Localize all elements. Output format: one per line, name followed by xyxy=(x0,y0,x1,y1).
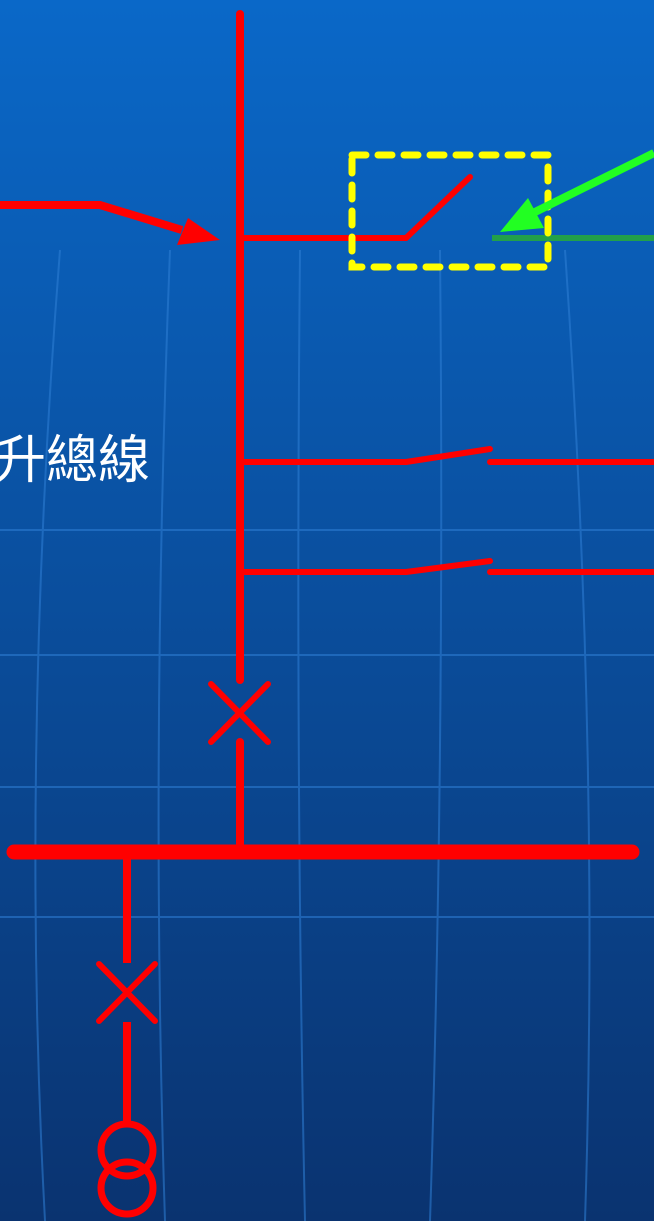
grid-line xyxy=(429,249,443,1221)
incoming-arrow-head xyxy=(177,218,220,245)
cross-x-breaker-icon xyxy=(208,681,271,745)
pointer-arrow-head xyxy=(500,198,544,232)
pointer-arrow xyxy=(500,149,654,232)
grid-line xyxy=(34,249,61,1221)
highlight-box xyxy=(348,151,552,271)
breaker-lower-stroke xyxy=(96,961,158,1024)
double-circle-transformer-icon xyxy=(97,1120,157,1218)
branch-middle xyxy=(237,446,654,465)
switch-middle-blade xyxy=(403,446,493,465)
grid-line xyxy=(157,249,171,1221)
switch-bottom-blade xyxy=(403,558,493,575)
branch-top xyxy=(237,174,473,241)
grid-line xyxy=(564,249,591,1221)
transformer-circle-upper xyxy=(97,1120,157,1180)
background-grid xyxy=(0,249,654,1221)
transformer-circle-lower xyxy=(97,1158,157,1218)
breaker-upper-stroke xyxy=(208,681,271,745)
cross-x-breaker-icon xyxy=(96,961,158,1024)
branch-bottom xyxy=(237,558,654,575)
bus-label: 升總線 xyxy=(0,431,150,491)
grid-line xyxy=(297,249,306,1221)
incoming-arrow-shaft xyxy=(0,201,184,234)
pointer-arrow-shaft xyxy=(533,149,654,216)
switch-top-blade xyxy=(403,174,473,241)
incoming-arrow xyxy=(0,201,220,245)
